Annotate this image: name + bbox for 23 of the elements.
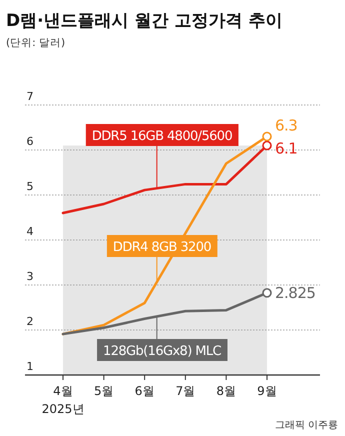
y-tick-label: 5: [26, 180, 34, 193]
x-tick-label: 8월: [216, 384, 236, 398]
x-tick-label: 6월: [134, 384, 154, 398]
data-label: 6.1: [275, 140, 298, 158]
text: 2025년: [42, 402, 84, 416]
series-label: 128Gb(16Gx8) MLC: [103, 344, 222, 359]
x-tick-label: 4월: [53, 384, 73, 398]
y-tick-label: 1: [26, 360, 34, 373]
x-tick-label: 5월: [94, 384, 114, 398]
chart-subtitle: (단위: 달러): [6, 37, 66, 49]
y-tick-label: 3: [26, 270, 34, 283]
y-tick-label: 6: [26, 135, 34, 148]
text: 그래픽 이주룡: [274, 420, 338, 431]
series-label: DDR5 16GB 4800/5600: [92, 129, 232, 144]
chart-title: D램·낸드플래시 월간 고정가격 추이: [6, 11, 282, 31]
y-tick-label: 7: [26, 90, 34, 103]
series-label: DDR4 8GB 3200: [112, 240, 212, 255]
data-label: 6.3: [275, 116, 298, 134]
x-tick-label: 7월: [176, 384, 196, 398]
y-tick-label: 2: [26, 315, 34, 328]
x-tick-label: 9월: [257, 384, 277, 398]
data-label: 2.825: [275, 284, 316, 302]
y-tick-label: 4: [26, 225, 34, 238]
